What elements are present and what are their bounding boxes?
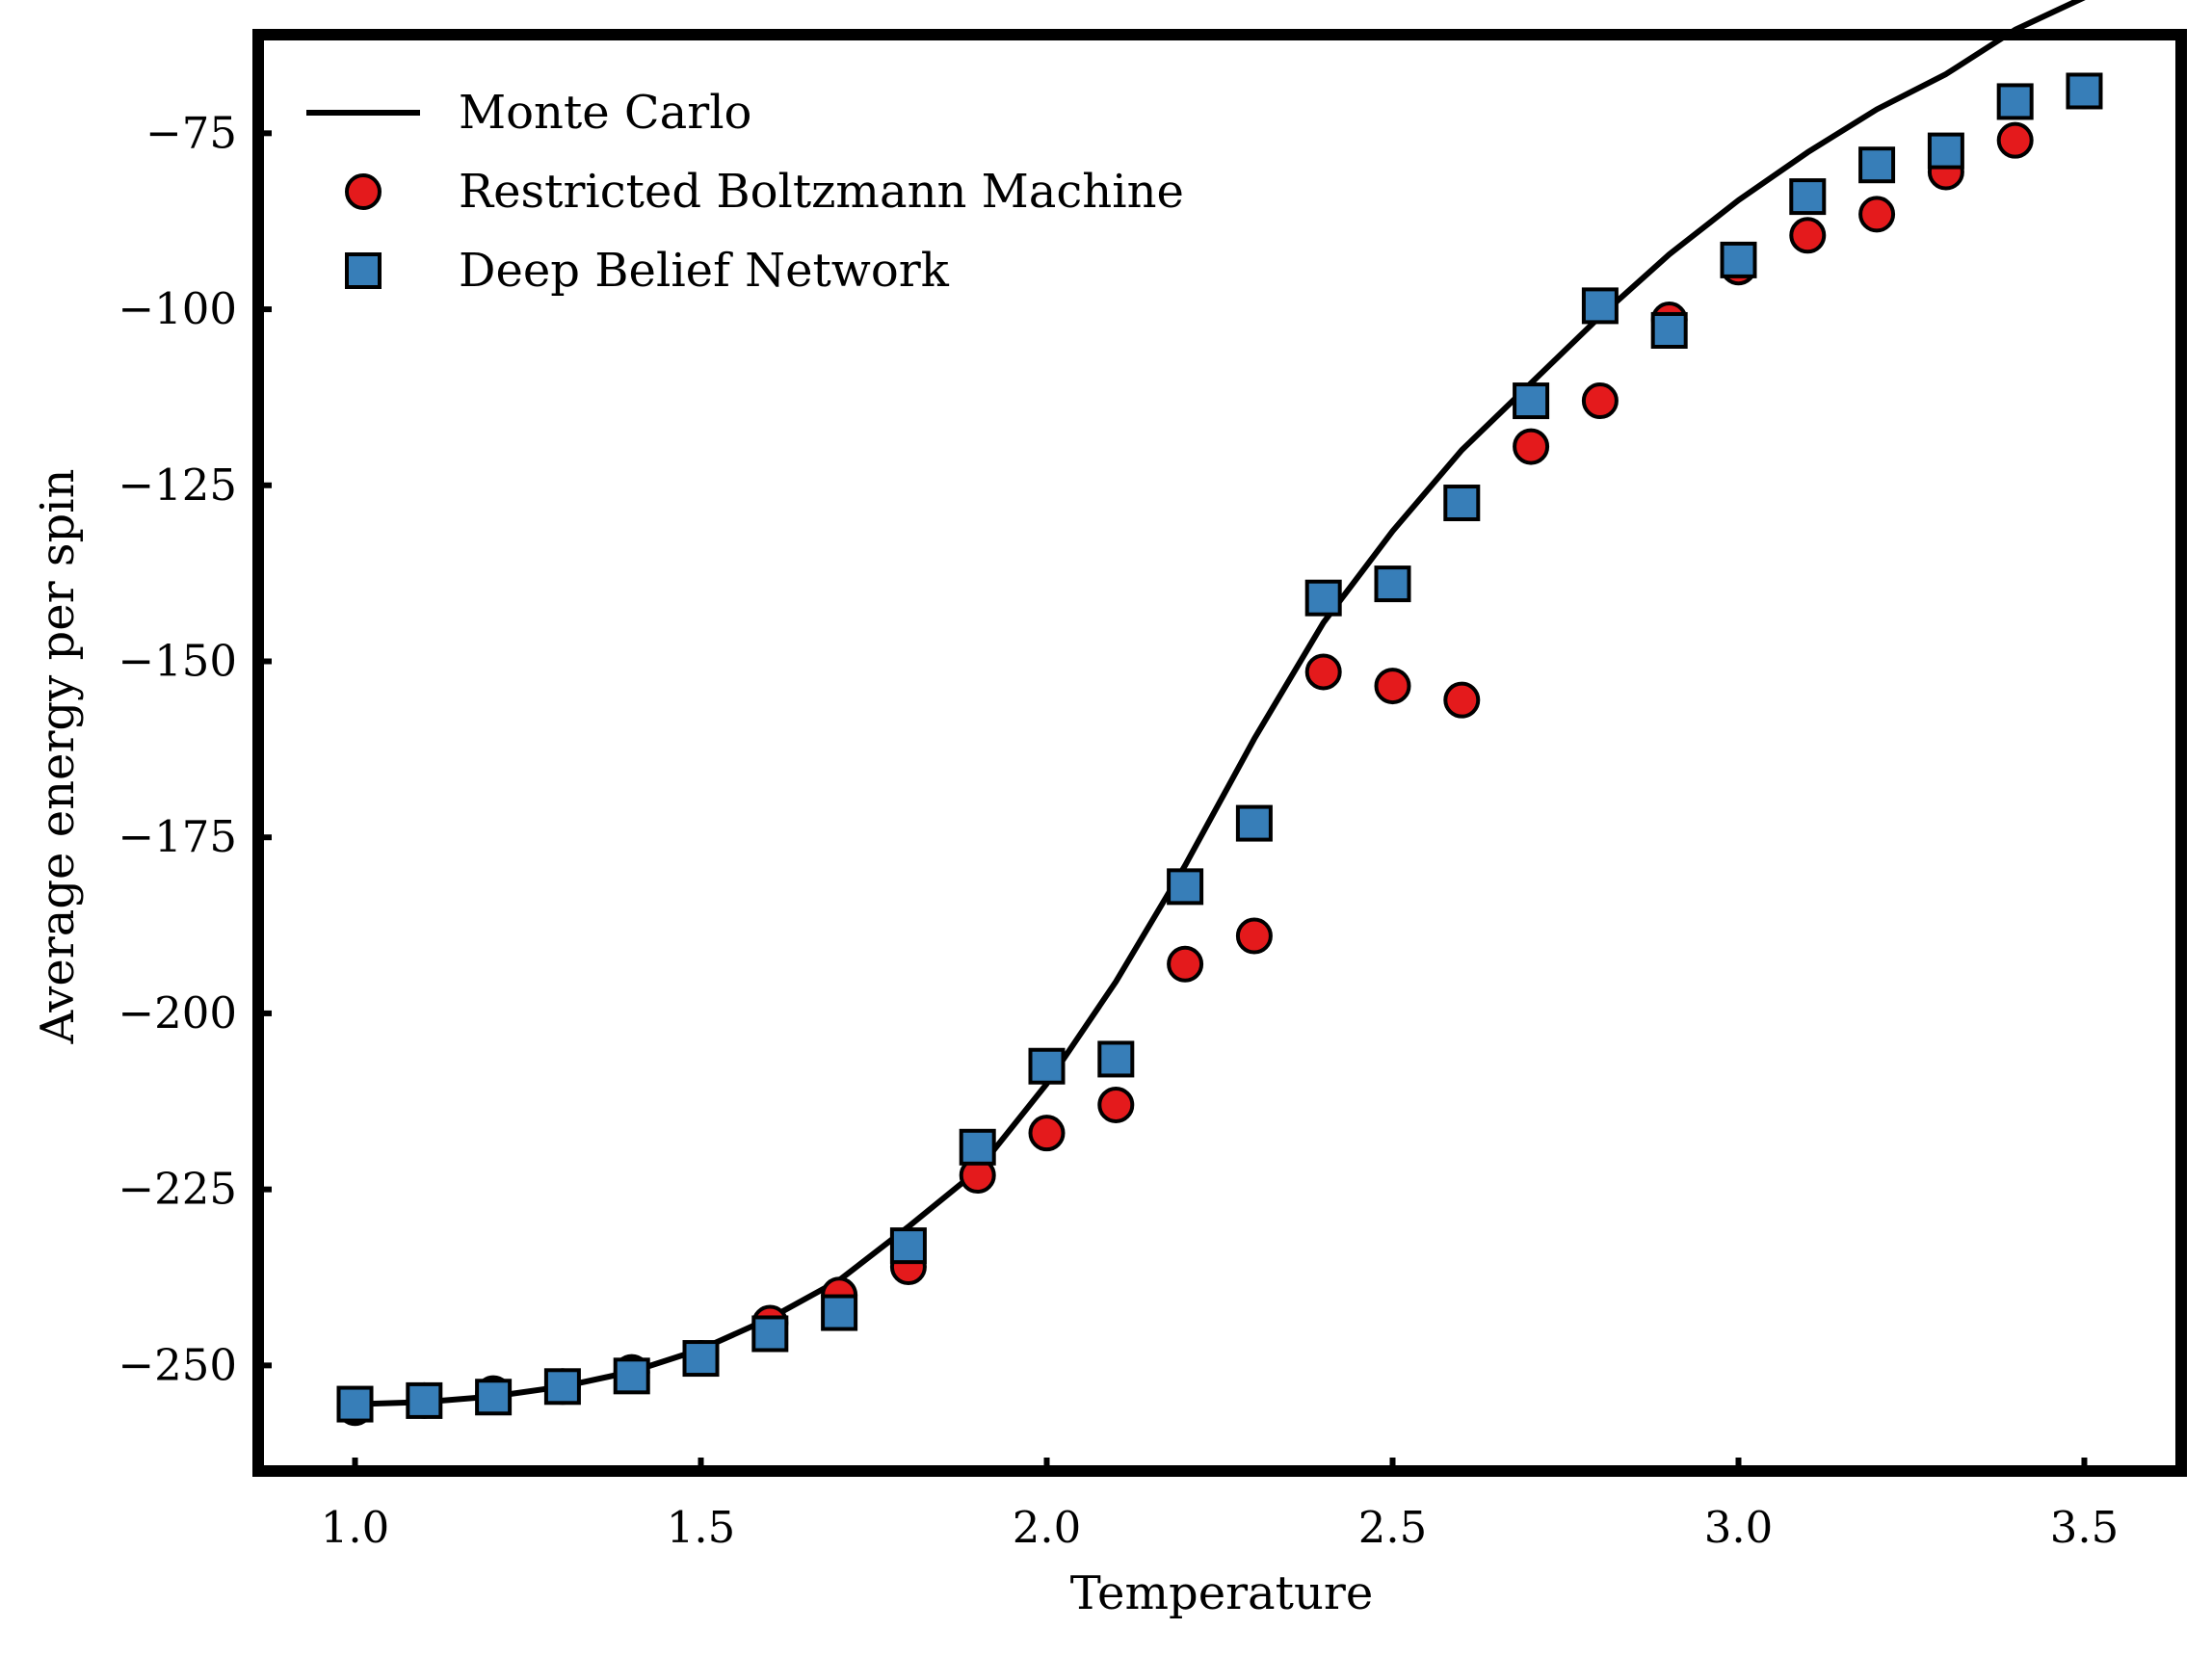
data-point	[1443, 485, 1481, 522]
x-tick-label: 2.0	[1013, 1502, 1082, 1553]
legend-label: Monte Carlo	[459, 86, 751, 140]
y-tick-label: −175	[118, 811, 237, 862]
data-point	[1443, 681, 1481, 719]
data-point	[2066, 72, 2103, 110]
data-point	[889, 1227, 927, 1265]
data-point	[1374, 668, 1411, 705]
data-point	[406, 1381, 443, 1419]
data-point	[751, 1315, 789, 1353]
y-tick-label: −250	[118, 1339, 237, 1390]
legend-label: Restricted Boltzmann Machine	[459, 165, 1184, 219]
data-point	[336, 1385, 374, 1423]
x-axis-label: Temperature	[1070, 1566, 1373, 1620]
legend-label: Deep Belief Network	[459, 244, 950, 298]
data-point	[821, 1294, 858, 1331]
data-point	[1789, 217, 1827, 254]
data-point	[682, 1340, 720, 1378]
data-point	[1581, 382, 1619, 420]
y-tick-label: −150	[118, 635, 237, 686]
axes: 1.0 1.5 2.0 2.5 3.0 3.5 −75 −100 −125 −150 −175 −20…	[118, 29, 2187, 1553]
y-tick-label: −100	[118, 283, 237, 334]
data-point	[959, 1128, 996, 1166]
data-point	[1996, 83, 2034, 120]
legend-circle-icon	[345, 173, 382, 210]
data-point	[1097, 1086, 1135, 1123]
x-tick-label: 1.5	[667, 1502, 736, 1553]
legend-square-icon	[345, 252, 382, 289]
data-point	[1304, 653, 1342, 691]
data-point	[1789, 178, 1827, 216]
y-tick-label: −200	[118, 987, 237, 1038]
data-point	[1097, 1040, 1135, 1078]
data-point	[475, 1379, 513, 1416]
plot-area	[336, 0, 2103, 1427]
data-point	[613, 1357, 650, 1395]
data-point	[1235, 917, 1273, 955]
data-point	[1028, 1047, 1066, 1085]
data-point	[1028, 1115, 1066, 1152]
y-tick-label: −75	[145, 107, 237, 158]
data-point	[1304, 579, 1342, 617]
data-point	[1720, 241, 1757, 278]
x-tick-label: 1.0	[321, 1502, 390, 1553]
data-point	[1513, 428, 1550, 465]
data-point	[1513, 382, 1550, 420]
y-tick-label: −225	[118, 1164, 237, 1215]
data-point	[1167, 868, 1204, 906]
data-point	[1650, 311, 1688, 349]
data-point	[1167, 945, 1204, 983]
data-point	[543, 1368, 581, 1406]
data-point	[1858, 196, 1896, 233]
data-point	[1858, 146, 1896, 184]
y-tick-label: −125	[118, 460, 237, 511]
data-point	[1235, 804, 1273, 842]
data-point	[1996, 121, 2034, 159]
series-3	[336, 72, 2103, 1423]
x-tick-label: 2.5	[1358, 1502, 1428, 1553]
data-point	[1374, 565, 1411, 603]
y-axis-label: Average energy per spin	[31, 469, 85, 1045]
data-point	[1927, 132, 1964, 170]
data-point	[1581, 287, 1619, 325]
plot-frame	[252, 29, 2187, 1477]
x-tick-label: 3.0	[1704, 1502, 1774, 1553]
x-tick-label: 3.5	[2050, 1502, 2120, 1553]
legend: Monte Carlo Restricted Boltzmann Machine D…	[306, 86, 1184, 298]
